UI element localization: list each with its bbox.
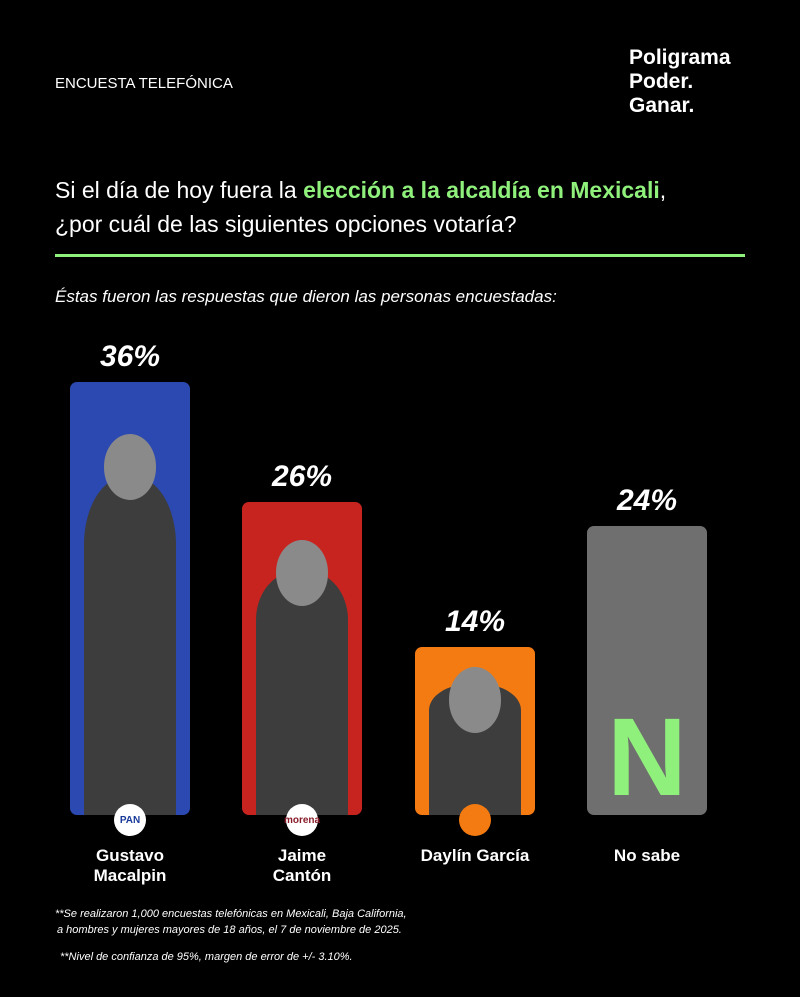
bar (70, 381, 190, 815)
category-label: Gustavo Macalpin (93, 846, 167, 885)
bar (242, 502, 362, 815)
footnote: a hombres y mujeres mayores de 18 años, … (57, 924, 402, 936)
footnote: **Se realizaron 1,000 encuestas telefóni… (55, 908, 407, 920)
question: Si el día de hoy fuera la elección a la … (55, 173, 755, 241)
value-label: 14% (444, 604, 506, 638)
party-badge (459, 804, 491, 836)
category-label: Jaime Cantón (272, 846, 332, 885)
question-text: Si el día de hoy fuera la (55, 177, 304, 203)
bar (415, 646, 535, 815)
bar: N (587, 526, 707, 815)
person-silhouette (84, 477, 176, 815)
value-label: 24% (616, 484, 678, 518)
category-label: No sabe (613, 846, 681, 865)
brand-line: Poligrama (629, 46, 731, 69)
divider (55, 254, 745, 257)
subtitle: Éstas fueron las respuestas que dieron l… (55, 287, 557, 306)
placeholder-letter: N (607, 695, 687, 815)
person-head (448, 666, 502, 733)
party-badge: PAN (114, 804, 146, 836)
party-badge: morena (284, 804, 320, 836)
question-text: , (659, 177, 667, 203)
person-silhouette (256, 571, 348, 815)
person-head (275, 539, 329, 606)
header-label: ENCUESTA TELEFÓNICA (55, 75, 233, 92)
category-label: Daylín García (420, 846, 530, 865)
value-label: 26% (271, 460, 333, 494)
brand: Poligrama Poder. Ganar. (629, 46, 731, 118)
footnote: **Nivel de confianza de 95%, margen de e… (60, 951, 353, 963)
person-head (103, 433, 157, 500)
brand-line: Poder. (629, 70, 694, 93)
question-text: ¿por cuál de las siguientes opciones vot… (55, 211, 517, 237)
question-highlight: elección a la alcaldía en Mexicali (303, 177, 660, 203)
value-label: 36% (99, 339, 161, 373)
brand-line: Ganar. (629, 94, 695, 117)
